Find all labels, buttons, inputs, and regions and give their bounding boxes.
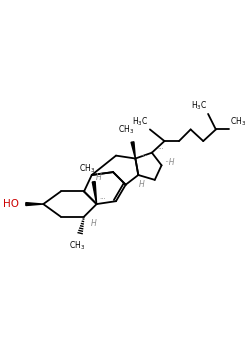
Text: ···: ··· <box>158 146 164 152</box>
Text: H: H <box>96 173 102 182</box>
Text: HO: HO <box>3 199 19 209</box>
Text: $\mathregular{H_3C}$: $\mathregular{H_3C}$ <box>132 115 148 127</box>
Text: $\mathregular{CH_3}$: $\mathregular{CH_3}$ <box>230 115 246 127</box>
Text: $\mathregular{H_3C}$: $\mathregular{H_3C}$ <box>191 99 207 112</box>
Text: ··H: ··H <box>164 158 175 167</box>
Polygon shape <box>131 142 136 159</box>
Polygon shape <box>92 182 96 204</box>
Polygon shape <box>26 203 43 205</box>
Text: $\mathregular{CH_3}$: $\mathregular{CH_3}$ <box>79 162 95 175</box>
Text: $\mathregular{CH_3}$: $\mathregular{CH_3}$ <box>69 240 85 252</box>
Text: H: H <box>139 180 145 189</box>
Text: ···: ··· <box>140 153 147 159</box>
Text: $\mathregular{CH_3}$: $\mathregular{CH_3}$ <box>118 124 134 136</box>
Text: ···: ··· <box>100 196 106 202</box>
Text: H: H <box>91 219 96 228</box>
